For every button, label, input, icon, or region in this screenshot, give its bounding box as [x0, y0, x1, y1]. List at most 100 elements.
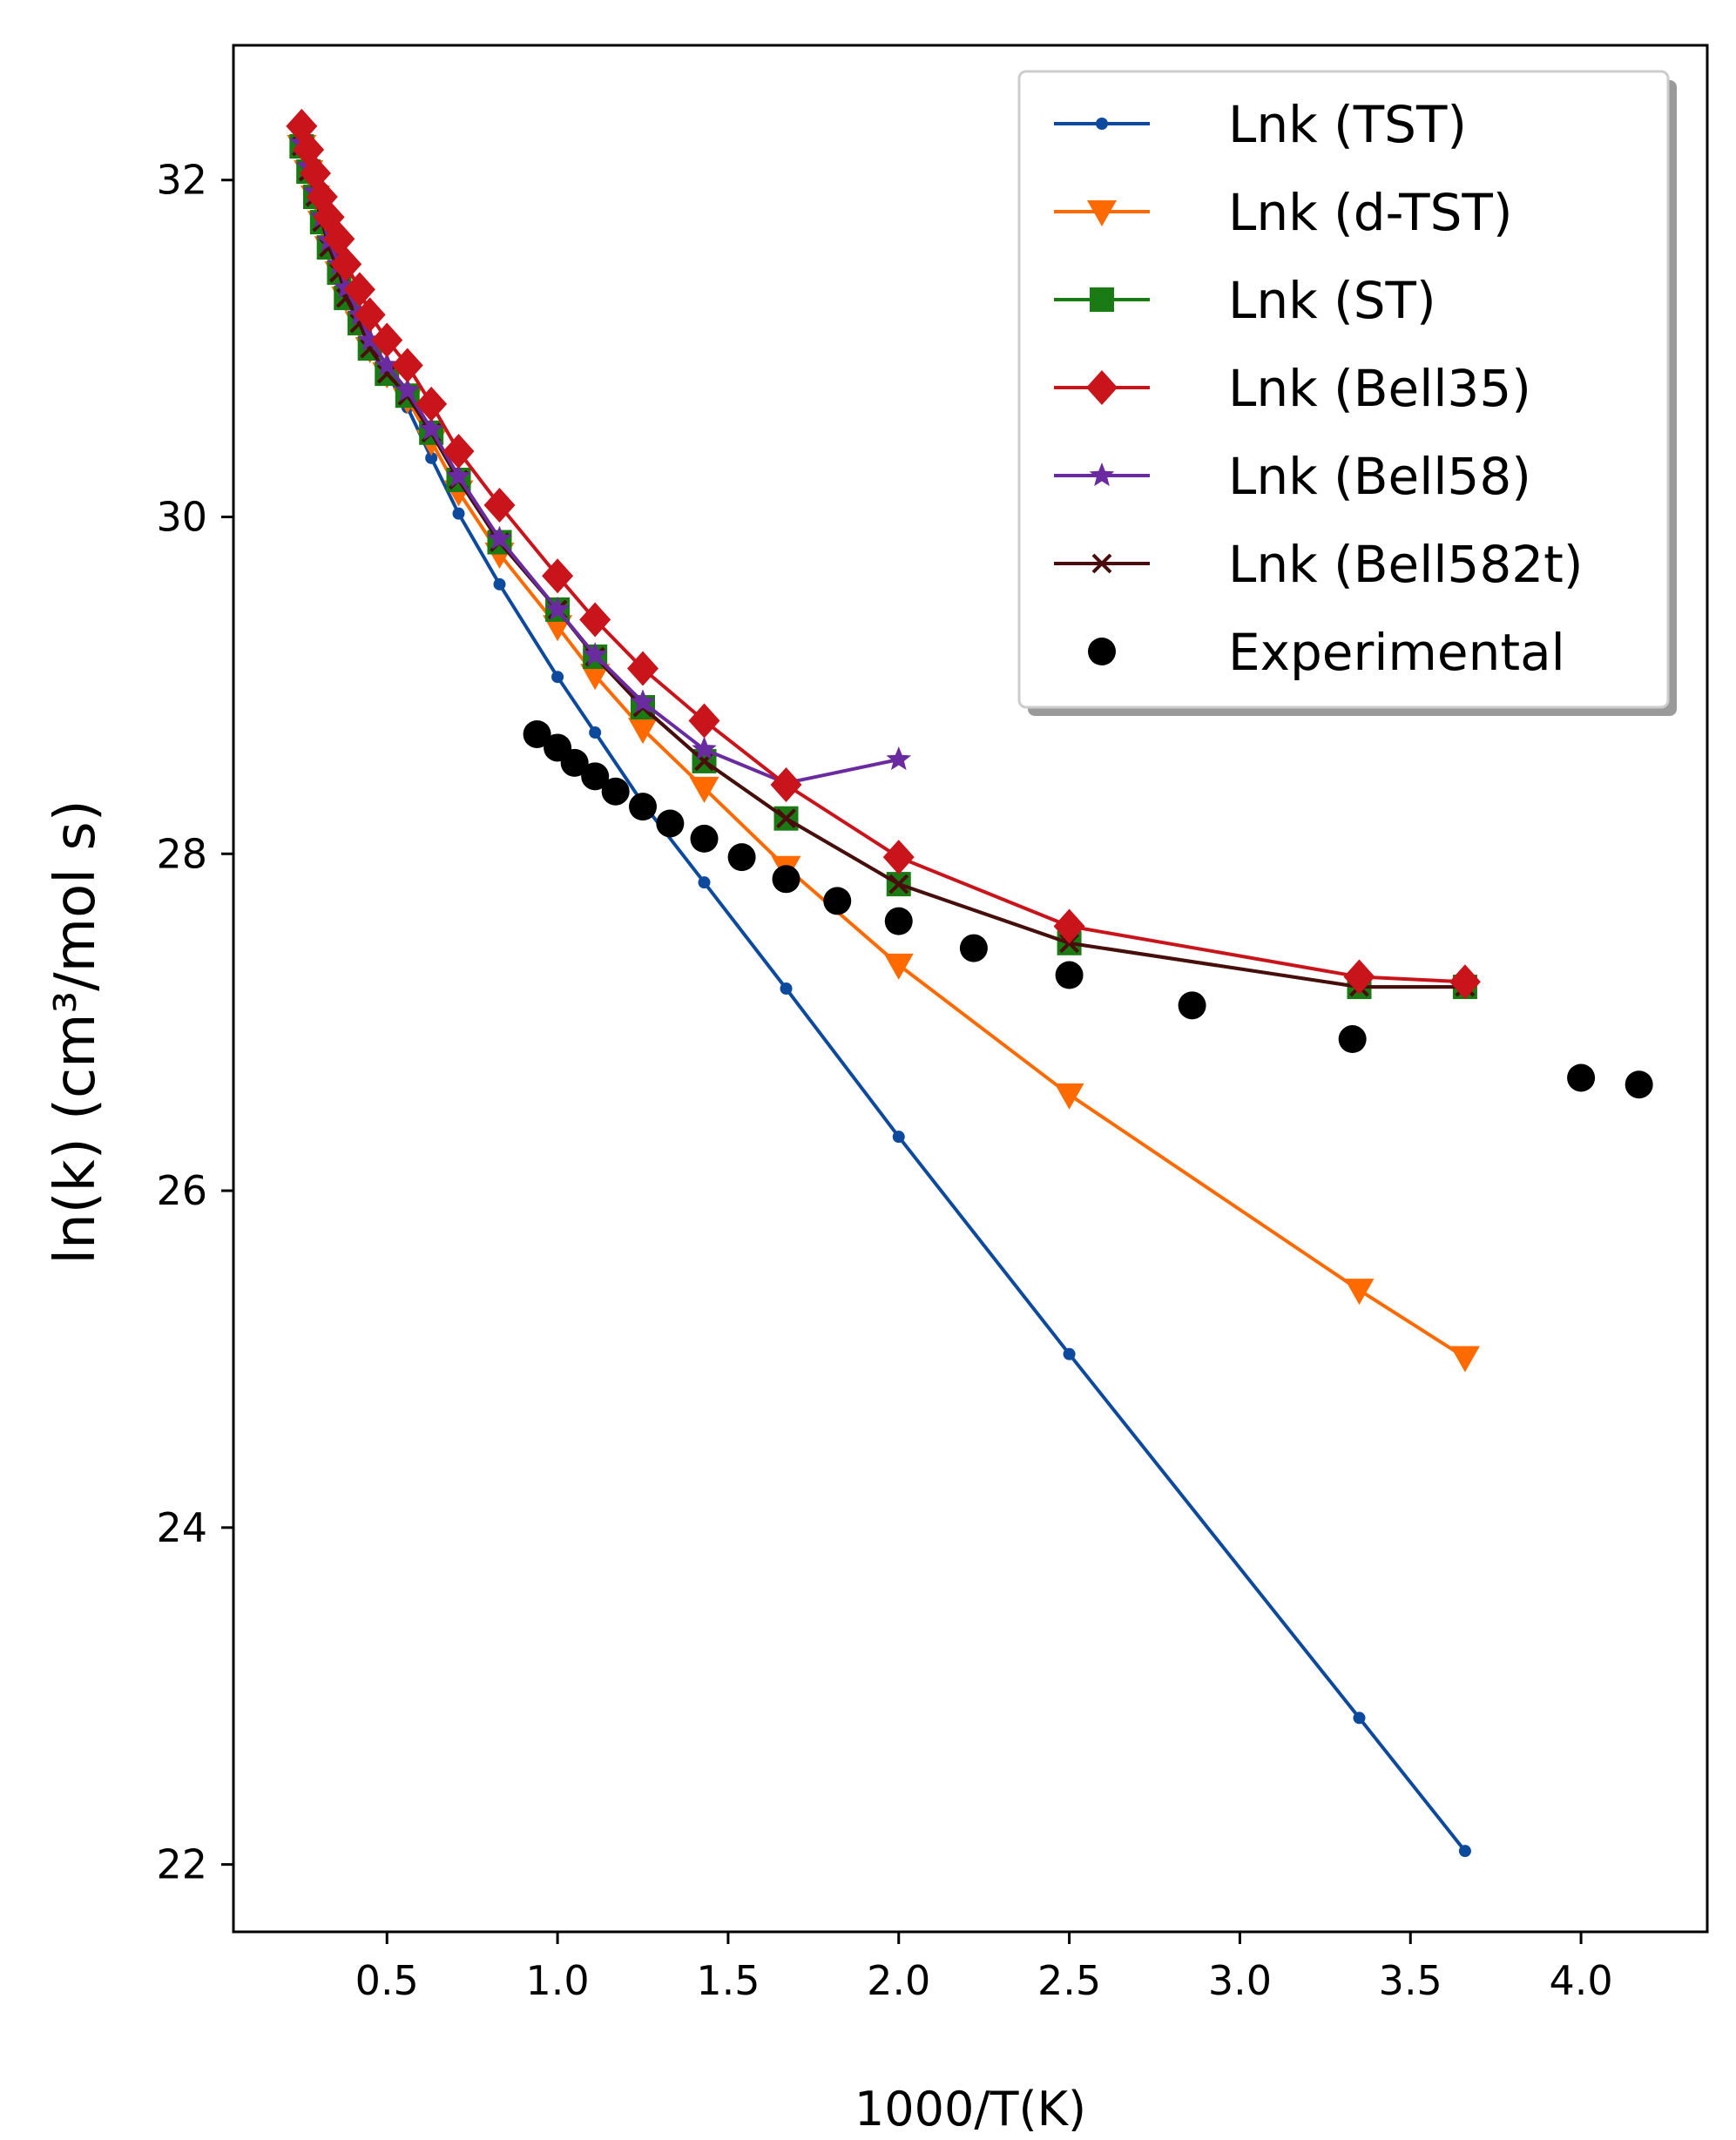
data-point — [630, 689, 656, 713]
data-point — [1353, 1711, 1366, 1725]
data-point — [1458, 1845, 1471, 1858]
plot-frame — [232, 44, 1709, 1934]
legend-marker — [1089, 462, 1115, 487]
series-group — [286, 108, 1653, 1858]
data-point — [1338, 1025, 1367, 1054]
data-point — [780, 982, 793, 995]
data-point — [882, 840, 915, 875]
legend-marker — [1088, 638, 1116, 665]
data-point — [601, 777, 630, 806]
data-point — [581, 762, 610, 791]
data-point — [487, 525, 512, 550]
x-tick-label: 1.5 — [696, 1957, 760, 2004]
x-tick-label: 4.0 — [1550, 1957, 1613, 2004]
data-point — [892, 1131, 905, 1144]
x-tick-label: 3.0 — [1208, 1957, 1272, 2004]
data-point — [523, 719, 551, 748]
legend-entry: Lnk (Bell582t) — [1054, 535, 1584, 594]
data-point — [698, 876, 711, 889]
data-point — [375, 352, 400, 376]
legend-entry: Lnk (ST) — [1054, 271, 1436, 330]
data-point — [560, 748, 589, 777]
data-point — [551, 671, 564, 684]
legend-entry: Lnk (Bell35) — [1054, 359, 1531, 418]
data-point — [323, 221, 355, 257]
data-point — [418, 415, 444, 441]
data-point — [883, 953, 914, 980]
series-line — [300, 142, 900, 786]
series-lnk-bell58- — [289, 130, 911, 794]
data-point — [483, 487, 516, 523]
legend-label: Lnk (Bell582t) — [1228, 535, 1584, 594]
data-point — [343, 272, 375, 307]
x-tick-label: 1.0 — [526, 1957, 590, 2004]
legend-marker — [1091, 553, 1112, 574]
data-point — [580, 664, 611, 691]
data-point — [823, 887, 852, 915]
data-point — [371, 322, 403, 358]
series-experimental — [523, 719, 1653, 1099]
data-point — [627, 651, 659, 686]
data-point — [692, 736, 717, 760]
legend-label: Experimental — [1228, 623, 1565, 682]
y-tick-label: 26 — [156, 1167, 207, 1214]
legend-marker — [1096, 118, 1108, 130]
data-point — [442, 434, 475, 469]
data-point — [452, 507, 465, 520]
data-point — [425, 451, 438, 464]
legend: Lnk (TST) Lnk (d-TST) Lnk (ST) Lnk (Bell35)… — [1017, 70, 1677, 716]
data-point — [1055, 961, 1084, 989]
data-point — [395, 377, 420, 402]
x-tick-label: 3.5 — [1379, 1957, 1442, 2004]
data-point — [689, 776, 719, 803]
data-point — [959, 934, 988, 962]
data-point — [1063, 1347, 1076, 1360]
data-point — [1054, 1083, 1084, 1110]
data-point — [446, 463, 471, 488]
data-point — [493, 577, 506, 591]
data-point — [628, 718, 658, 745]
legend-marker — [1086, 370, 1118, 405]
data-point — [391, 348, 423, 383]
data-point — [656, 809, 685, 838]
y-tick-label: 32 — [156, 157, 207, 204]
legend-entry: Lnk (Bell58) — [1054, 447, 1531, 506]
legend-marker — [1090, 287, 1114, 312]
x-tick-label: 2.0 — [867, 1957, 930, 2004]
y-axis-title: ln(k) (cm³/mol s) — [44, 800, 108, 1264]
legend-entry: Lnk (TST) — [1054, 95, 1467, 154]
plot-area: 0.5 1.0 1.5 2.0 2.5 3.0 3.5 4.0 22 24 26 28 30 32 1000… — [44, 44, 1709, 2137]
data-point — [376, 363, 397, 384]
legend-entry: Lnk (d-TST) — [1054, 183, 1512, 242]
data-point — [357, 327, 382, 351]
data-point — [1344, 1279, 1375, 1306]
data-point — [772, 865, 800, 894]
legend-label: Lnk (Bell35) — [1228, 359, 1531, 418]
data-point — [1449, 1346, 1480, 1373]
data-point — [1625, 1070, 1653, 1099]
x-tick-label: 0.5 — [355, 1957, 419, 2004]
legend-label: Lnk (ST) — [1228, 271, 1436, 330]
series-lnk-bell35- — [286, 108, 1481, 1000]
x-tick-label: 2.5 — [1037, 1957, 1101, 2004]
data-point — [1178, 991, 1206, 1020]
data-point — [776, 808, 796, 829]
legend-label: Lnk (TST) — [1228, 95, 1467, 154]
data-point — [770, 766, 802, 802]
data-point — [886, 746, 911, 771]
y-tick-label: 22 — [156, 1841, 207, 1888]
data-point — [330, 246, 362, 282]
data-point — [688, 703, 720, 739]
y-tick-label: 30 — [156, 494, 207, 541]
data-point — [1567, 1063, 1596, 1092]
y-tick-label: 24 — [156, 1504, 207, 1551]
legend-label: Lnk (d-TST) — [1228, 183, 1512, 242]
data-point — [544, 596, 571, 620]
legend-marker — [1087, 200, 1117, 226]
data-point — [888, 874, 909, 894]
legend-box — [1017, 70, 1670, 709]
data-point — [334, 274, 359, 299]
legend-entry: Experimental — [1088, 623, 1565, 682]
data-point — [1343, 959, 1375, 995]
y-tick-label: 28 — [156, 830, 207, 877]
